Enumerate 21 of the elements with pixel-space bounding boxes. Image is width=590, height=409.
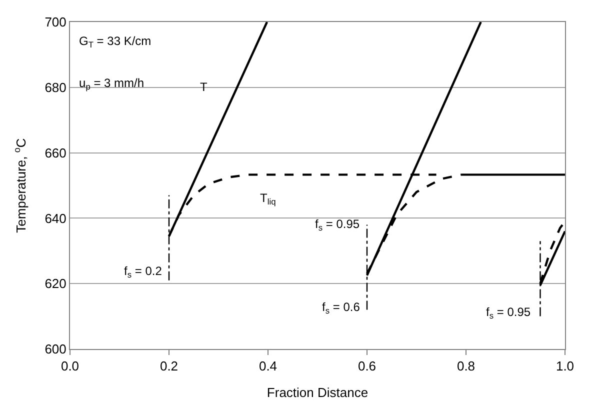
y-tick-label: 600 (44, 342, 66, 357)
x-axis-title: Fraction Distance (266, 385, 368, 400)
annotation: u$_{p}$ = 3 mm/h (79, 76, 144, 92)
x-tick-label: 0.8 (456, 358, 476, 374)
x-tick-label: 0.2 (160, 358, 178, 374)
y-tick-label: 640 (44, 210, 66, 226)
y-tick-label: 660 (44, 145, 66, 160)
y-tick-label: 620 (44, 276, 66, 292)
annotation: G$_{T}$ = 33 K/cm (79, 34, 152, 50)
x-tick-label: 1.0 (556, 358, 574, 374)
annotation: f$_{s}$ = 0.6 (322, 300, 360, 316)
y-tick-label: 700 (44, 14, 66, 30)
x-tick-label: 0.6 (358, 358, 376, 374)
annotation: f$_{s}$ = 0.95 (486, 305, 531, 321)
annotation: f$_{s}$ = 0.95 (315, 217, 360, 233)
annotation: T$_{liq}$ (260, 191, 276, 207)
annotation: T (200, 80, 208, 94)
x-tick-label: 0.4 (258, 358, 278, 374)
y-tick-label: 680 (44, 80, 66, 95)
annotation: f$_{s}$ = 0.2 (124, 264, 162, 280)
x-tick-label: 0.0 (60, 358, 80, 374)
